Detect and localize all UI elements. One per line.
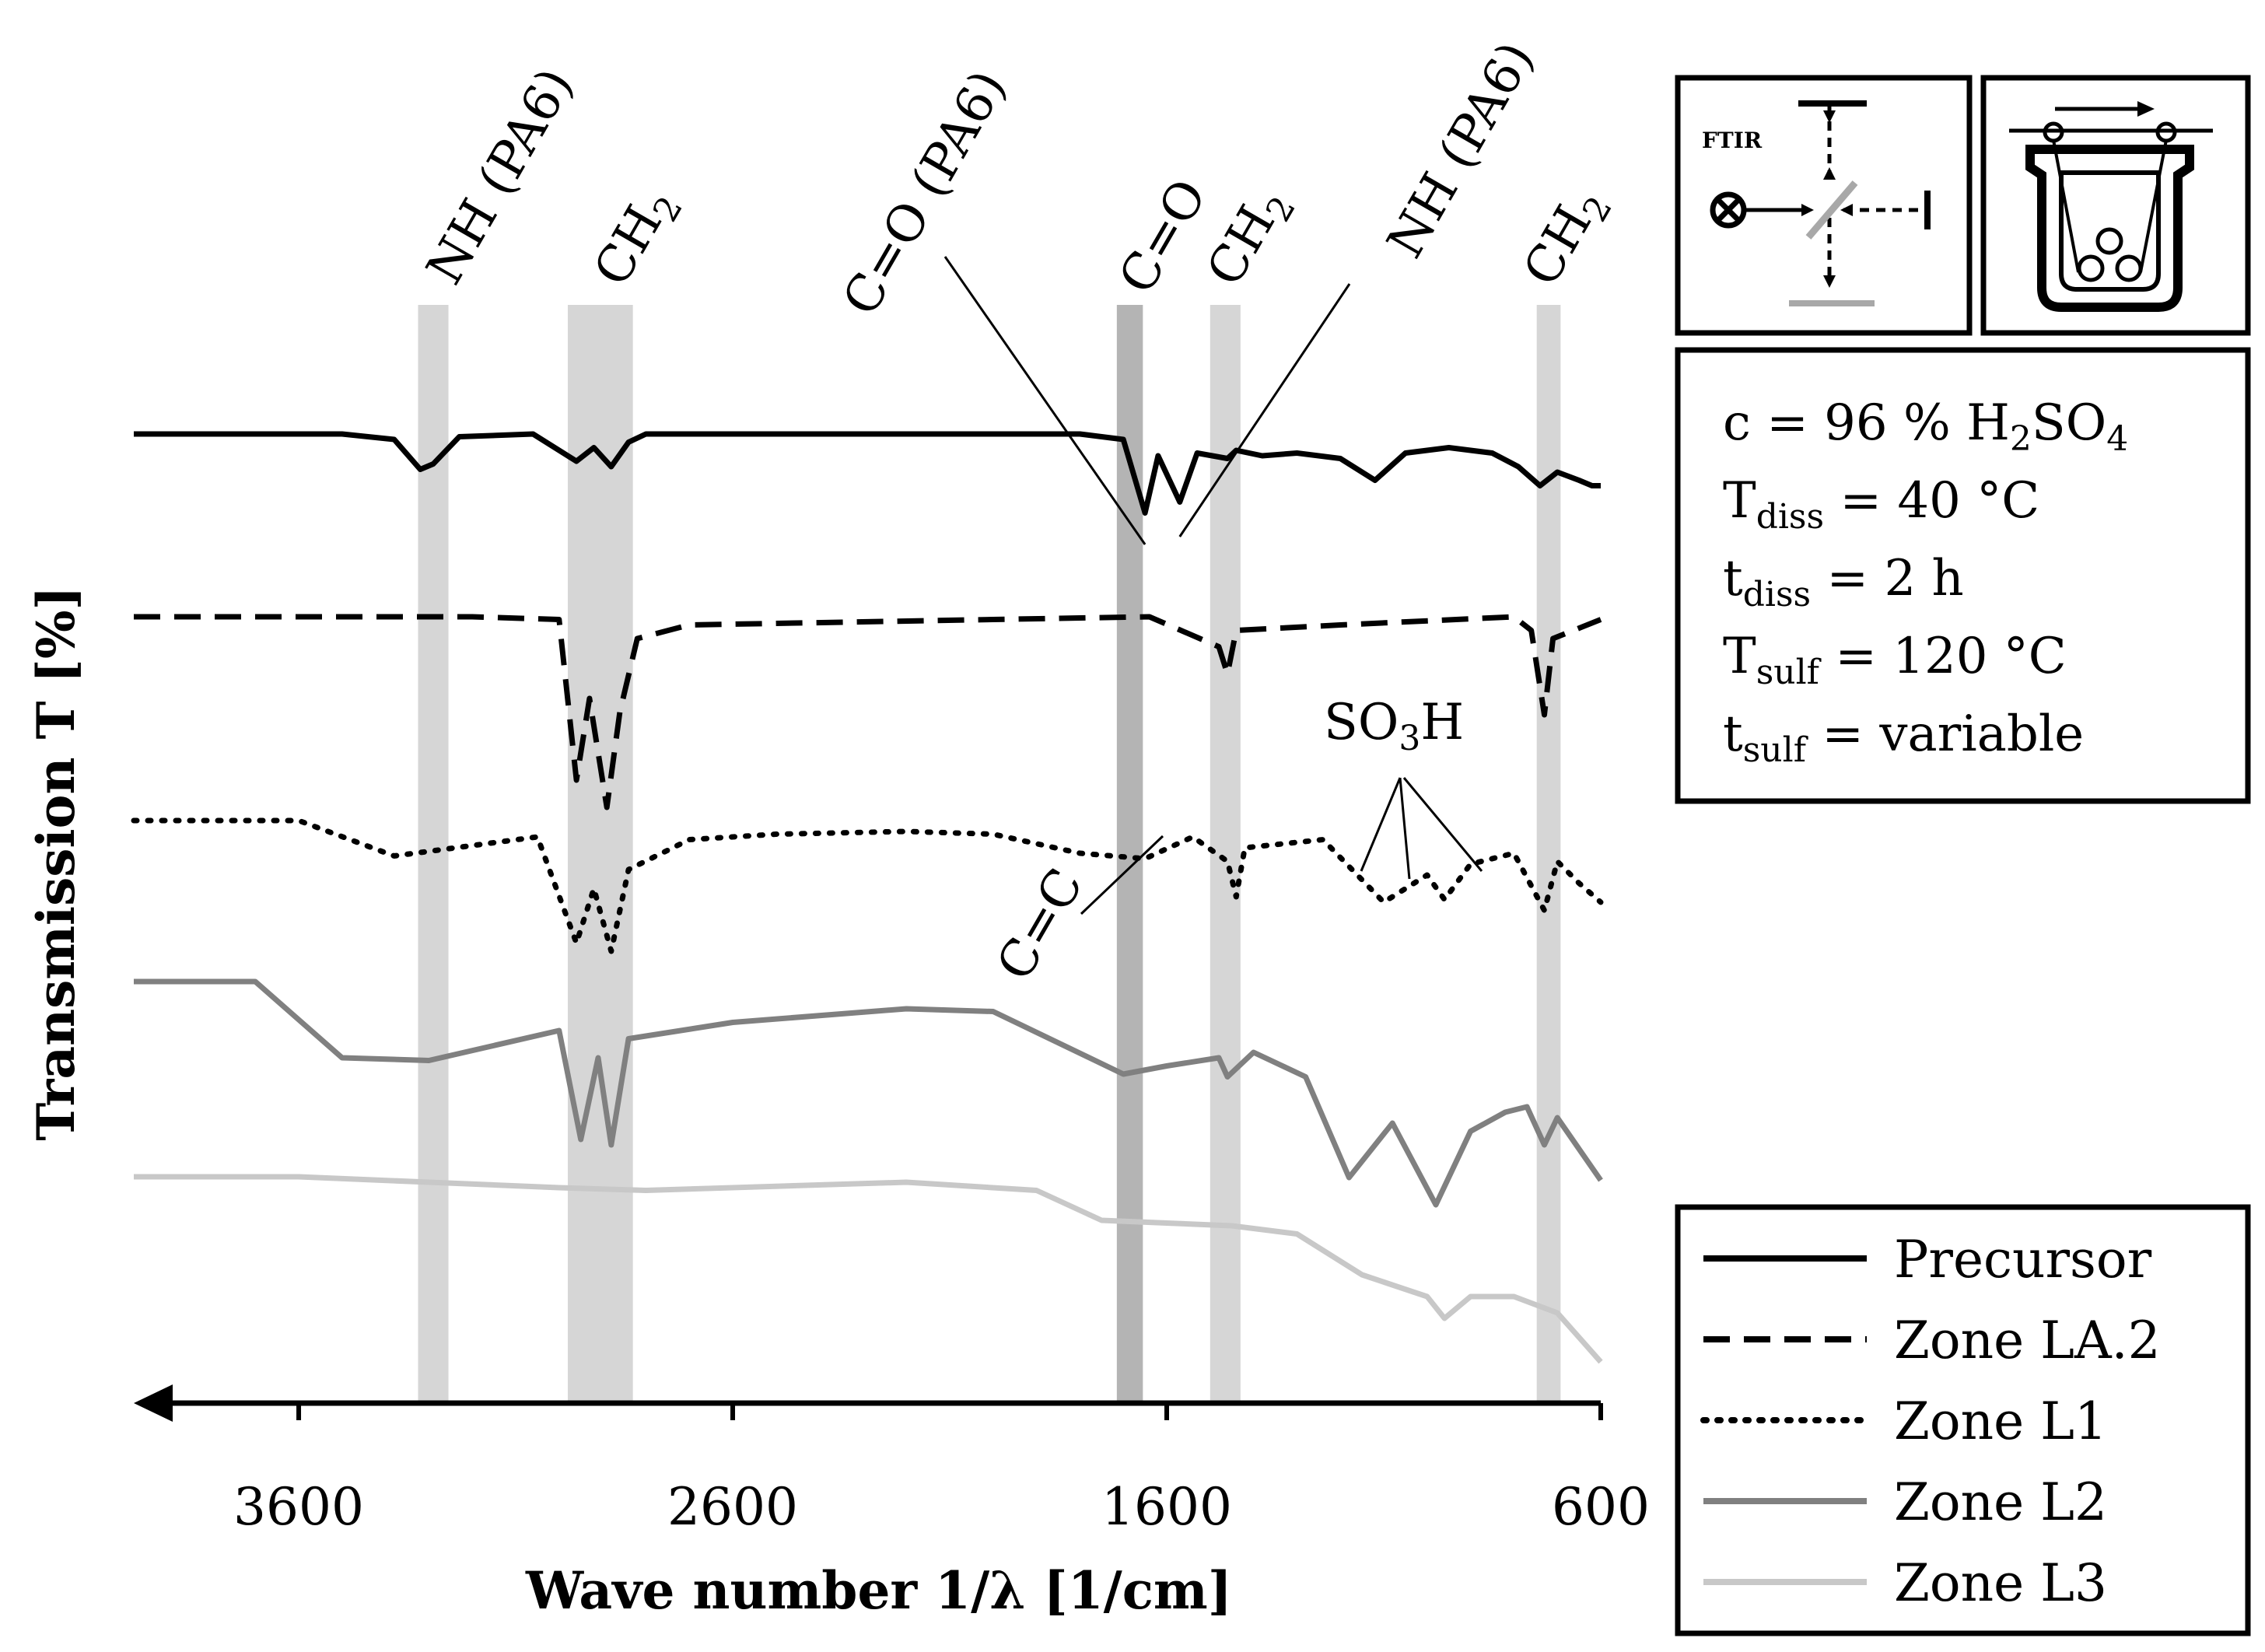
- legend-label-3: Zone L2: [1894, 1472, 2107, 1532]
- series-line-zone-l2: [134, 978, 1603, 1208]
- series-line-zone-l3: [134, 1174, 1603, 1364]
- legend-label-1: Zone LA.2: [1894, 1311, 2161, 1370]
- highlight-band-1: [567, 305, 633, 1402]
- leader-line-3: [1399, 777, 1411, 880]
- leader-line-1: [1178, 283, 1351, 537]
- x-axis: 3600 2600 1600 600: [134, 1384, 1650, 1537]
- annotation-so3h: SO3H: [1324, 694, 1464, 758]
- annotation-ch2-left: CH2: [583, 177, 691, 299]
- series-line-zone-la-2: [134, 614, 1602, 810]
- highlight-bands: [418, 305, 1561, 1402]
- annotation-co: C=O: [1108, 170, 1219, 303]
- legend-label-0: Precursor: [1894, 1230, 2152, 1290]
- leader-line-2: [1360, 777, 1402, 872]
- annotation-nh-pa6-right: NH (PA6): [1377, 33, 1546, 268]
- condition-dissolution-time: tdiss = 2 h: [1723, 550, 1964, 614]
- condition-sulfonation-time: tsulf = variable: [1723, 705, 2084, 770]
- ftir-interferometer-icon: FTIR: [1675, 75, 1973, 336]
- series-line-precursor: [134, 431, 1601, 516]
- conditions-box: c = 96 % H2SO4 Tdiss = 40 °C tdiss = 2 h…: [1675, 347, 2251, 804]
- x-tick-label-2600: 2600: [667, 1477, 798, 1537]
- leader-line-4: [1402, 777, 1483, 872]
- annotation-leader-lines: [943, 256, 1483, 915]
- dissolution-bath-icon: [1980, 75, 2251, 336]
- condition-acid-concentration: c = 96 % H2SO4: [1723, 394, 2128, 459]
- annotation-ch2-right: CH2: [1513, 177, 1620, 299]
- x-tick-label-3600: 3600: [233, 1477, 364, 1537]
- annotation-co-pa6: C=O (PA6): [832, 61, 1018, 325]
- series-line-zone-l1: [131, 817, 1604, 954]
- x-tick-label-1600: 1600: [1101, 1477, 1232, 1537]
- condition-dissolution-temperature: Tdiss = 40 °C: [1723, 472, 2039, 537]
- legend-label-4: Zone L3: [1894, 1553, 2107, 1613]
- x-tick-label-600: 600: [1552, 1477, 1650, 1537]
- spectra-series: [131, 431, 1604, 1364]
- leader-line-5: [1080, 835, 1164, 915]
- condition-sulfonation-temperature: Tsulf = 120 °C: [1723, 628, 2067, 692]
- x-axis-arrowhead: [134, 1384, 173, 1422]
- annotation-nh-pa6-left: NH (PA6): [416, 59, 585, 294]
- legend-label-2: Zone L1: [1894, 1391, 2107, 1451]
- leader-line-0: [943, 256, 1147, 545]
- legend: Precursor Zone LA.2 Zone L1 Zone L2 Zone L3: [1675, 1204, 2251, 1636]
- highlight-band-4: [1536, 305, 1561, 1402]
- x-axis-title: Wave number 1/λ [1/cm]: [525, 1560, 1232, 1621]
- annotation-cc: C=C: [986, 859, 1095, 990]
- ftir-label: FTIR: [1702, 128, 1763, 153]
- highlight-band-3: [1210, 305, 1241, 1402]
- y-axis-title: Transmission T [%]: [26, 586, 86, 1141]
